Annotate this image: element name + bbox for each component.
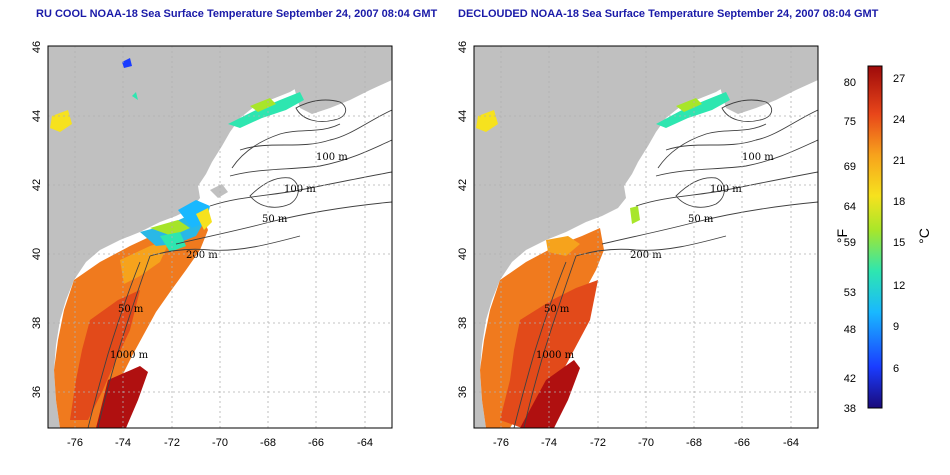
y-tick: 36 [457,386,469,398]
contour-label: 100 m [710,184,742,195]
x-tick: -76 [493,437,509,449]
colorbar-c-tick: 9 [893,321,899,333]
left-map-frame [47,45,393,429]
x-tick: -72 [590,437,606,449]
colorbar-f-tick: 42 [844,373,856,385]
contour-label: 50 m [688,214,714,225]
x-tick: -64 [357,437,373,449]
contour-label: 50 m [262,214,288,225]
x-tick: -68 [260,437,276,449]
contour-label: 1000 m [110,350,149,361]
contour-label: 200 m [186,250,218,261]
x-tick: -66 [734,437,750,449]
colorbar-c-tick: 18 [893,196,905,208]
contour-label: 1000 m [536,350,575,361]
fahrenheit-unit-label: °F [834,229,850,243]
y-tick: 44 [31,110,43,122]
colorbar-f-tick: 53 [844,287,856,299]
colorbar: 80 75 69 64 59 53 48 42 38 27 24 21 18 1… [834,65,932,415]
x-tick: -74 [115,437,131,449]
colorbar-c-tick: 21 [893,155,905,167]
y-tick: 36 [31,386,43,398]
y-tick: 44 [457,110,469,122]
contour-label: 50 m [544,304,570,315]
colorbar-f-tick: 59 [844,237,856,249]
left-y-axis: 36 38 40 42 44 46 [31,41,43,398]
colorbar-f-tick: 38 [844,403,856,415]
y-tick: 38 [457,317,469,329]
x-tick: -72 [164,437,180,449]
right-map: 100 m 100 m 50 m 200 m 50 m 1000 m [474,46,818,428]
contour-label: 200 m [630,250,662,261]
contour-label: 50 m [118,304,144,315]
x-tick: -64 [783,437,799,449]
x-tick: -76 [67,437,83,449]
y-tick: 46 [457,41,469,53]
contour-label: 100 m [742,152,774,163]
colorbar-f-tick: 80 [844,77,856,89]
y-tick: 40 [31,248,43,260]
left-panel-title: RU COOL NOAA-18 Sea Surface Temperature … [36,8,438,20]
x-tick: -74 [541,437,557,449]
contour-label: 100 m [316,152,348,163]
colorbar-gradient [867,65,883,409]
colorbar-f-tick: 64 [844,201,856,213]
x-tick: -68 [686,437,702,449]
colorbar-f-tick: 69 [844,161,856,173]
right-contour-labels: 100 m 100 m 50 m 200 m 50 m 1000 m [536,152,774,361]
colorbar-c-tick: 12 [893,280,905,292]
right-y-axis: 36 38 40 42 44 46 [457,41,469,398]
right-panel-title: DECLOUDED NOAA-18 Sea Surface Temperatur… [458,8,879,20]
colorbar-c-tick: 15 [893,237,905,249]
left-land [48,46,392,428]
y-tick: 42 [31,179,43,191]
x-tick: -70 [212,437,228,449]
left-x-axis: -76 -74 -72 -70 -68 -66 -64 [67,437,373,449]
right-land [474,46,818,428]
left-map: 100 m 100 m 50 m 200 m 50 m 1000 m [48,46,392,428]
y-tick: 38 [31,317,43,329]
right-x-axis: -76 -74 -72 -70 -68 -66 -64 [493,437,799,449]
celsius-unit-label: °C [916,228,932,244]
left-contour-labels: 100 m 100 m 50 m 200 m 50 m 1000 m [110,152,348,361]
right-map-frame [473,45,819,429]
y-tick: 46 [31,41,43,53]
x-tick: -70 [638,437,654,449]
colorbar-c-tick: 27 [893,73,905,85]
colorbar-f-tick: 75 [844,116,856,128]
contour-label: 100 m [284,184,316,195]
colorbar-f-tick: 48 [844,324,856,336]
colorbar-c-tick: 24 [893,114,905,126]
y-tick: 40 [457,248,469,260]
colorbar-c-tick: 6 [893,363,899,375]
y-tick: 42 [457,179,469,191]
x-tick: -66 [308,437,324,449]
